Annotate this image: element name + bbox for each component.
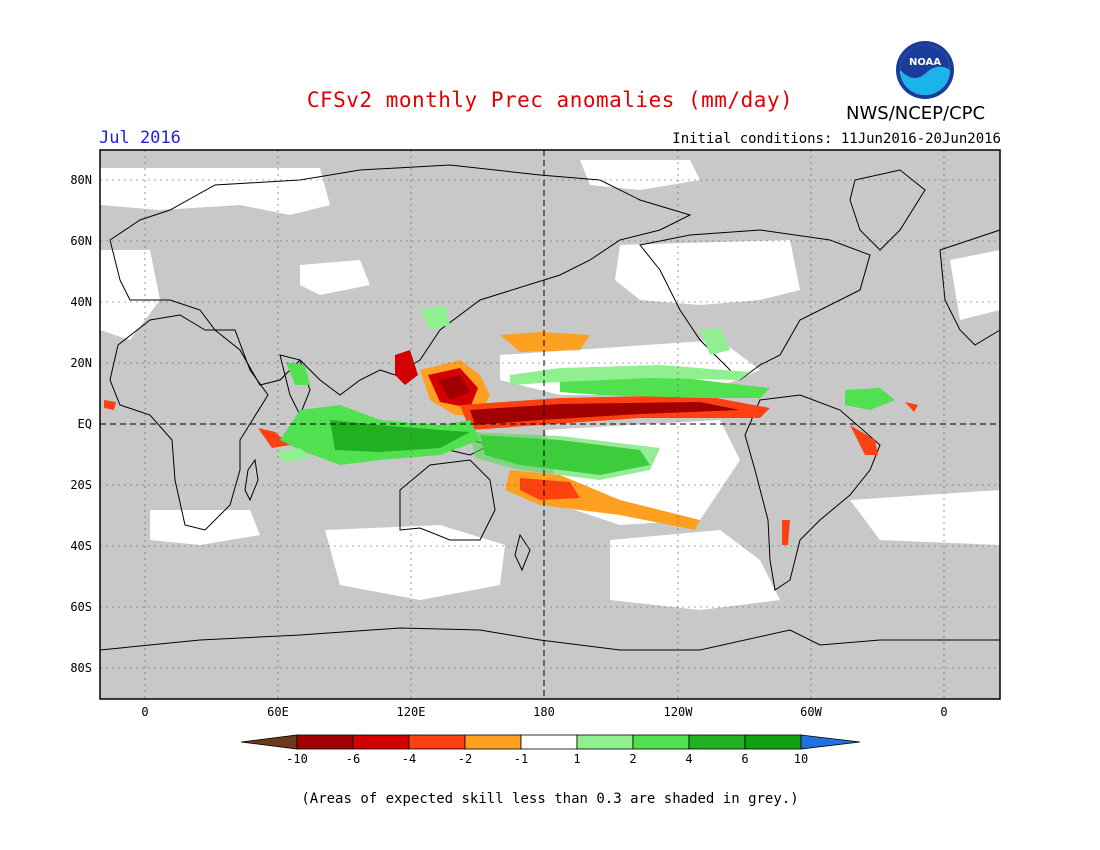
north-america-coastline xyxy=(639,229,871,381)
new-zealand-coastline xyxy=(514,533,531,572)
colorbar-arrow-high xyxy=(800,734,861,750)
map-frame xyxy=(99,149,1001,700)
dry-anomaly-indian-ocean xyxy=(258,428,290,448)
lat-label: 80N xyxy=(70,173,92,187)
lat-label: 40N xyxy=(70,295,92,309)
africa-coastline xyxy=(109,314,269,531)
wet-anomaly-bay-of-bengal xyxy=(286,362,310,385)
wet-anomaly-maritime-continent-core xyxy=(330,420,470,452)
wet-anomaly-caribbean xyxy=(700,328,730,355)
agency-label: NWS/NCEP/CPC xyxy=(846,103,986,124)
colorbar-segment xyxy=(744,734,802,750)
lat-label: 80S xyxy=(70,661,92,675)
colorbar-label: 6 xyxy=(741,752,748,766)
dry-anomaly-brazil xyxy=(850,425,878,455)
lat-label: 20N xyxy=(70,356,92,370)
lon-label: 120E xyxy=(397,705,426,719)
footnote: (Areas of expected skill less than 0.3 a… xyxy=(301,791,799,807)
lon-label: 60E xyxy=(267,705,289,719)
noaa-logo: NOAA xyxy=(896,41,954,99)
wet-anomaly-indian-ocean-south xyxy=(275,448,310,462)
colorbar-label: 10 xyxy=(794,752,808,766)
anomaly-shading xyxy=(104,305,918,545)
dry-anomaly-south-pacific-core xyxy=(520,478,580,500)
colorbar-labels: -10 -6 -4 -2 -1 1 2 4 6 10 xyxy=(286,752,808,766)
graticule xyxy=(100,150,1000,699)
colorbar-label: -1 xyxy=(514,752,528,766)
lat-label: EQ xyxy=(78,417,92,431)
latitude-labels: 80N 60N 40N 20N EQ 20S 40S 60S 80S xyxy=(70,173,92,675)
lat-label: 60N xyxy=(70,234,92,248)
europe-west-coastline xyxy=(939,229,1001,346)
lat-label: 40S xyxy=(70,539,92,553)
colorbar-segment xyxy=(520,734,578,750)
colorbar-label: 1 xyxy=(573,752,580,766)
colorbar-label: 4 xyxy=(685,752,692,766)
lon-label: 0 xyxy=(141,705,148,719)
dry-anomaly-andes xyxy=(782,520,790,545)
map-title: CFSv2 monthly Prec anomalies (mm/day) xyxy=(306,88,794,112)
logo-text: NOAA xyxy=(909,57,941,68)
dry-anomaly-equatorial-pacific-core xyxy=(470,402,740,425)
colorbar-segment xyxy=(632,734,690,750)
greenland-coastline xyxy=(849,169,926,251)
colorbar-label: -2 xyxy=(458,752,472,766)
lon-label: 180 xyxy=(533,705,555,719)
wet-anomaly-east-asia xyxy=(420,305,450,330)
dry-anomaly-west-africa xyxy=(104,400,116,410)
coastlines xyxy=(99,164,1001,651)
antarctica-coastline xyxy=(99,627,1000,651)
madagascar-coastline xyxy=(244,458,259,502)
dry-anomaly-atlantic xyxy=(905,402,918,412)
lon-label: 120W xyxy=(664,705,694,719)
longitude-labels: 0 60E 120E 180 120W 60W 0 xyxy=(141,705,947,719)
colorbar-label: 2 xyxy=(629,752,636,766)
white-skill-regions xyxy=(100,160,1000,610)
colorbar-label: -6 xyxy=(346,752,360,766)
lon-label: 60W xyxy=(800,705,822,719)
colorbar-segment xyxy=(464,734,522,750)
wet-anomaly-north-pacific-band xyxy=(510,365,750,385)
initial-conditions: Initial conditions: 11Jun2016-20Jun2016 xyxy=(672,131,1001,147)
wet-anomaly-south-equatorial-pacific-edge xyxy=(470,432,660,480)
india-coastline xyxy=(279,354,311,417)
colorbar-segment xyxy=(576,734,634,750)
colorbar-segment xyxy=(688,734,746,750)
forecast-month: Jul 2016 xyxy=(99,128,181,148)
dry-anomaly-subtropical-north xyxy=(500,332,590,352)
colorbar-label: -10 xyxy=(286,752,308,766)
colorbar-arrow-low xyxy=(240,734,298,750)
colorbar-label: -4 xyxy=(402,752,416,766)
dry-anomaly-south-china-sea xyxy=(395,350,418,385)
colorbar xyxy=(240,734,861,750)
australia-coastline xyxy=(399,459,496,541)
lat-label: 20S xyxy=(70,478,92,492)
colorbar-segment xyxy=(408,734,466,750)
colorbar-segment xyxy=(352,734,410,750)
wet-anomaly-atlantic-itcz xyxy=(845,388,895,410)
colorbar-segment xyxy=(296,734,354,750)
lat-label: 60S xyxy=(70,600,92,614)
eurasia-coastline xyxy=(109,164,692,396)
dry-anomaly-nw-pacific-inner xyxy=(438,375,470,400)
equator-dateline xyxy=(100,150,1000,699)
south-america-coastline xyxy=(744,394,881,591)
lon-label: 0 xyxy=(940,705,947,719)
